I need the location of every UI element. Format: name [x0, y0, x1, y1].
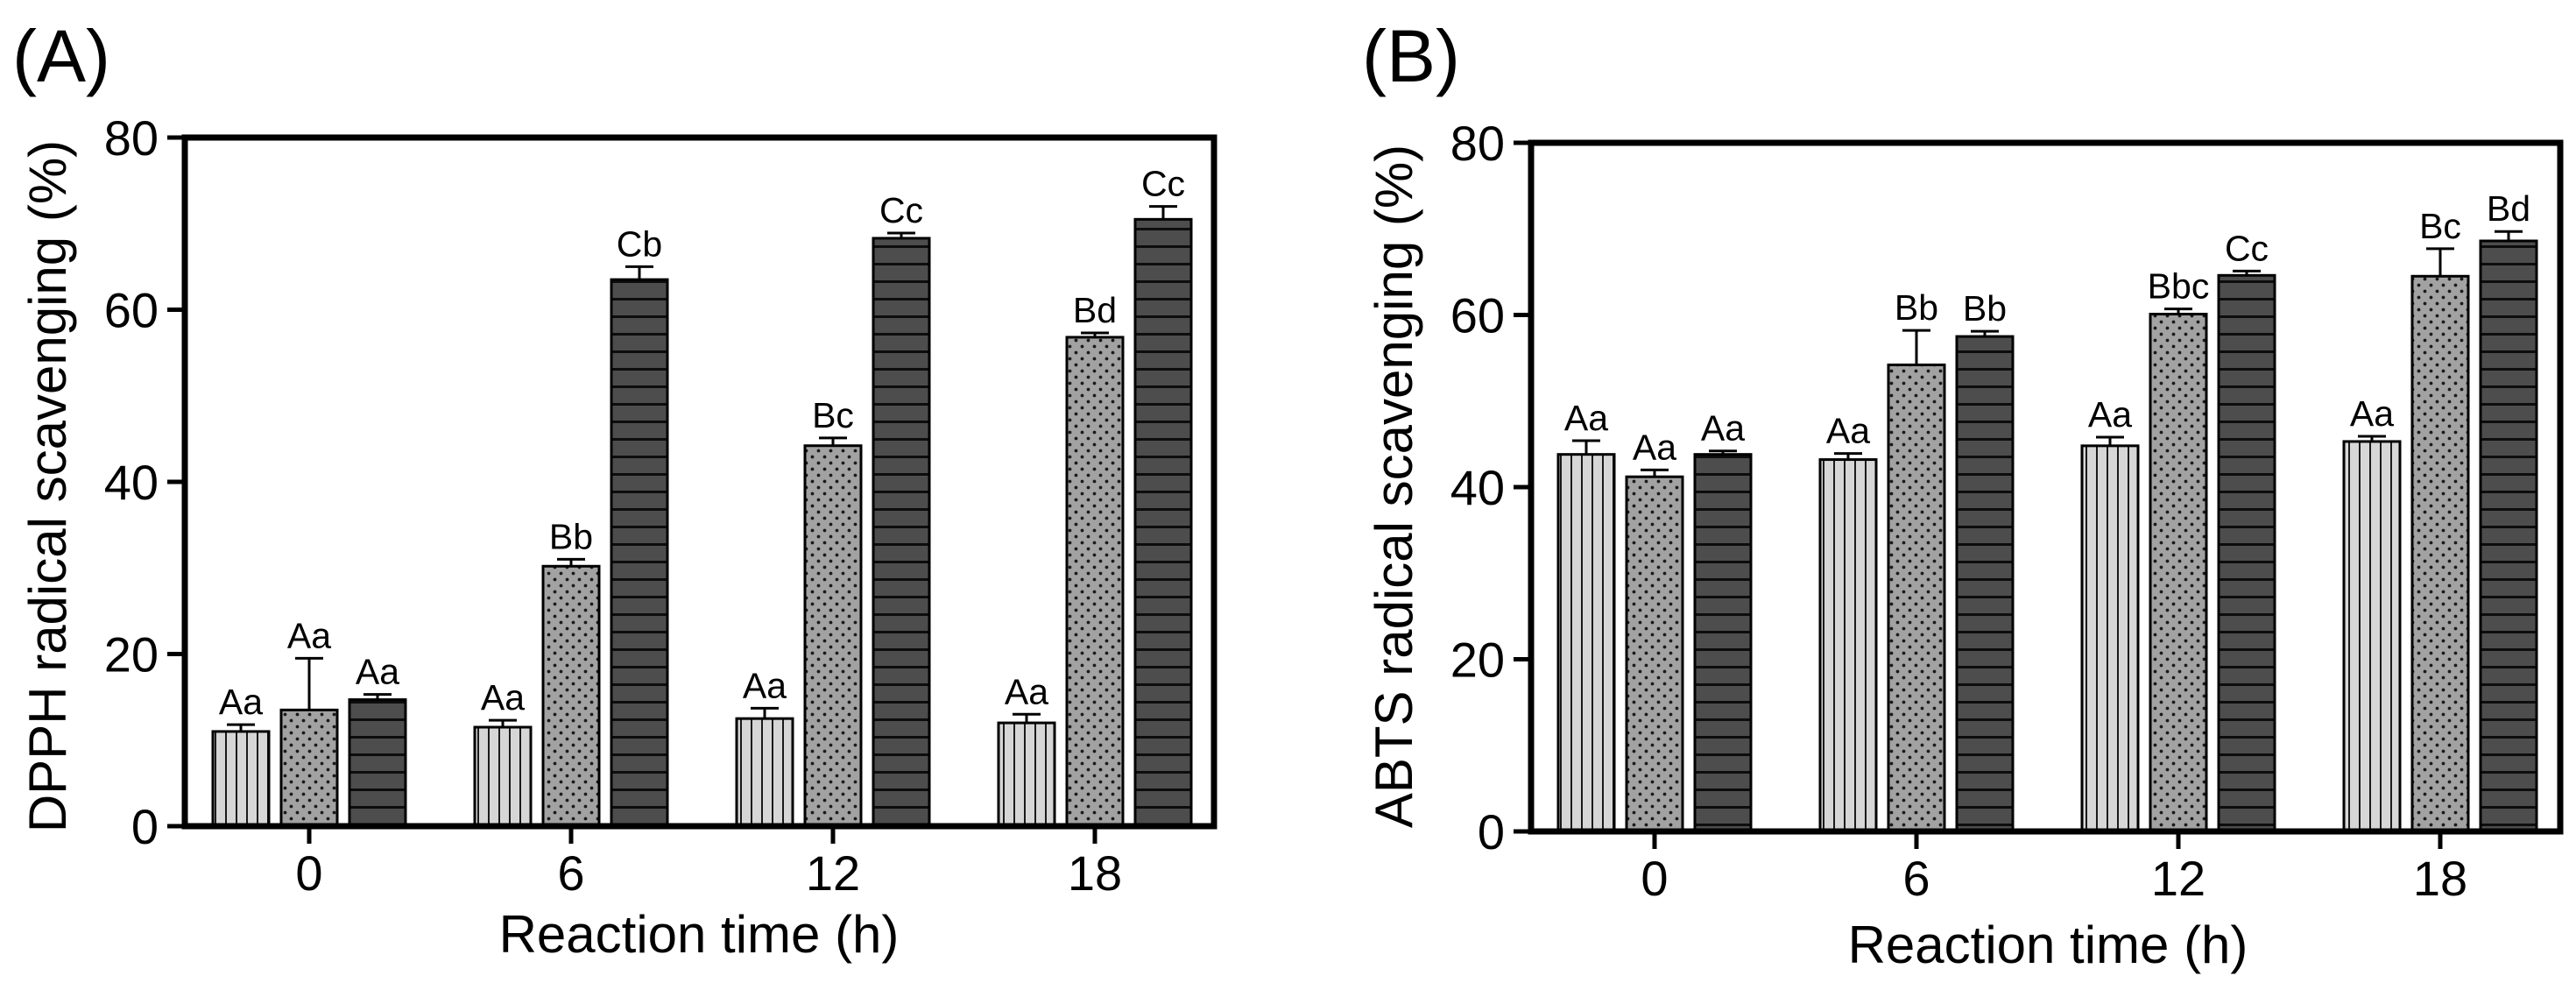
bar-series-1: [997, 721, 1056, 828]
x-tick-label: 6: [1902, 851, 1930, 906]
significance-label: Aa: [287, 615, 331, 655]
bar-series-1: [1556, 453, 1616, 833]
bar-series-3: [348, 698, 407, 828]
significance-label: Aa: [1701, 408, 1745, 449]
bar-series-1: [2342, 440, 2402, 833]
significance-label: Bc: [812, 395, 854, 435]
significance-label: Bb: [1895, 287, 1938, 328]
bar-series-3: [1955, 335, 2015, 833]
significance-label: Aa: [1826, 411, 1870, 451]
y-tick-label: 80: [104, 110, 159, 166]
significance-label: Aa: [481, 677, 525, 718]
plot-area: 0 20 40 60 80 0 Aa Aa Aa 6 Aa Bb Bb 12 Aa Bbc Cc 18 Aa Bc Bd: [1450, 116, 2538, 906]
x-axis-title: Reaction time (h): [1848, 916, 2248, 974]
significance-label: Cb: [617, 223, 662, 264]
bar-series-1: [735, 717, 794, 828]
x-tick-label: 18: [2413, 851, 2467, 906]
significance-label: Aa: [743, 665, 787, 705]
panel-b-label: (B): [1362, 15, 1460, 97]
panel-a-label: (A): [12, 15, 110, 97]
bar-series-2: [2410, 274, 2470, 833]
plot-area: 0 20 40 60 80 0 Aa Aa Aa 6 Aa Bb Cb 12 Aa Bc Cc 18 Aa Bd Cc: [104, 110, 1193, 901]
plot-frame: [181, 134, 1217, 830]
y-axis-title: ABTS radical scavenging (%): [1365, 145, 1423, 828]
y-tick-label: 60: [104, 283, 159, 338]
bar-series-3: [2479, 239, 2538, 833]
significance-label: Bbc: [2148, 266, 2210, 307]
bar-series-2: [279, 708, 339, 828]
y-tick-label: 40: [104, 455, 159, 510]
y-tick-label: 40: [1450, 460, 1505, 515]
y-tick-label: 0: [131, 799, 159, 854]
bar-series-1: [473, 725, 533, 828]
bar-series-2: [1887, 363, 1946, 833]
significance-label: Aa: [2088, 394, 2132, 435]
significance-label: Bd: [2487, 188, 2530, 229]
y-axis-title: DPPH radical scavenging (%): [18, 140, 77, 832]
y-tick-label: 60: [1450, 288, 1505, 343]
significance-label: Aa: [356, 652, 399, 692]
significance-label: Aa: [1005, 671, 1048, 711]
panel-b: (B) ABTS radical scavenging (%) Reaction…: [1362, 15, 2564, 974]
bar-series-2: [541, 564, 601, 828]
significance-label: Bb: [1963, 288, 2007, 329]
y-tick-label: 20: [1450, 633, 1505, 688]
significance-label: Aa: [1633, 427, 1676, 467]
x-axis-title: Reaction time (h): [499, 905, 900, 964]
bar-series-3: [1693, 453, 1753, 833]
significance-label: Aa: [2350, 393, 2394, 434]
bar-series-3: [2217, 273, 2276, 833]
x-tick-label: 12: [806, 845, 860, 901]
x-tick-label: 18: [1068, 845, 1122, 901]
bar-series-3: [610, 278, 669, 828]
bar-series-1: [211, 730, 271, 828]
significance-label: Aa: [219, 682, 263, 722]
bar-series-1: [1818, 458, 1878, 833]
bar-series-3: [872, 237, 931, 828]
y-tick-label: 0: [1478, 804, 1505, 859]
panel-a: (A) DPPH radical scavenging (%) Reaction…: [12, 15, 1217, 964]
bar-series-2: [803, 444, 863, 828]
significance-label: Cc: [879, 190, 923, 230]
significance-label: Bc: [2419, 206, 2461, 246]
plot-frame: [1528, 139, 2564, 835]
y-tick-label: 20: [104, 627, 159, 682]
significance-label: Bb: [549, 516, 593, 556]
x-tick-label: 6: [557, 845, 584, 901]
x-tick-label: 0: [295, 845, 322, 901]
y-tick-label: 80: [1450, 116, 1505, 171]
x-tick-label: 0: [1641, 851, 1668, 906]
significance-label: Cc: [1141, 164, 1185, 204]
bar-series-1: [2080, 444, 2140, 833]
significance-label: Bd: [1073, 290, 1117, 330]
bar-series-2: [2149, 313, 2208, 833]
bar-series-2: [1625, 475, 1684, 833]
significance-label: Aa: [1564, 398, 1608, 438]
x-tick-label: 12: [2151, 851, 2205, 906]
significance-label: Cc: [2225, 228, 2269, 268]
bar-series-3: [1133, 217, 1193, 828]
bar-series-2: [1065, 336, 1125, 828]
